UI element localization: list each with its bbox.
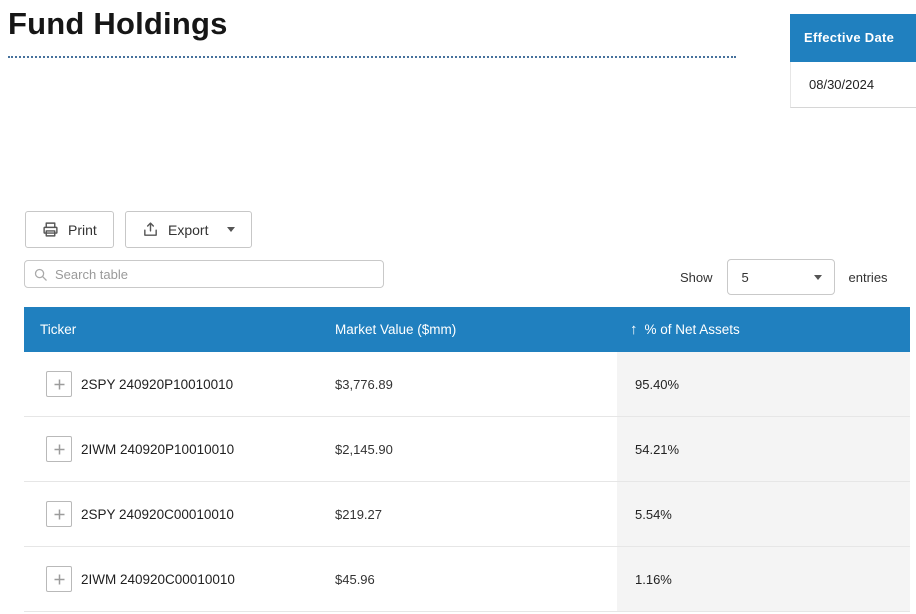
search-icon [33,267,48,282]
show-label: Show [680,269,713,285]
pct-net-assets-cell: 95.40% [617,352,910,416]
expand-row-button[interactable] [46,566,72,592]
effective-date-value: 08/30/2024 [790,62,916,109]
search-input[interactable] [55,266,383,282]
export-icon [142,221,159,238]
market-value-cell: $2,145.90 [335,441,393,457]
column-header-ticker[interactable]: Ticker [40,322,77,337]
table-row: 2IWM 240920C00010010 $45.96 1.16% [24,547,910,612]
title-divider [8,56,736,58]
sort-ascending-icon: ↑ [630,321,638,338]
plus-icon [52,507,67,522]
pct-net-assets-cell: 5.54% [617,482,910,546]
market-value-cell: $3,776.89 [335,376,393,392]
ticker-cell: 2IWM 240920P10010010 [81,441,235,457]
ticker-cell: 2IWM 240920C00010010 [81,571,235,587]
holdings-table: Ticker Market Value ($mm) ↑ % of Net Ass… [24,307,910,612]
print-icon [42,221,59,238]
chevron-down-icon [813,274,822,280]
plus-icon [52,442,67,457]
expand-row-button[interactable] [46,501,72,527]
column-header-market-value[interactable]: Market Value ($mm) [335,322,457,337]
market-value-cell: $219.27 [335,506,382,522]
pct-net-assets-cell: 1.16% [617,547,910,611]
page-title: Fund Holdings [8,6,228,41]
print-button-label: Print [68,221,97,238]
page-size-select[interactable]: 5 [726,259,835,295]
pct-net-assets-cell: 54.21% [617,417,910,481]
ticker-cell: 2SPY 240920C00010010 [81,506,234,522]
page-size-value: 5 [741,269,749,285]
page-length-control: Show 5 entries [680,259,888,295]
table-header-row: Ticker Market Value ($mm) ↑ % of Net Ass… [24,307,910,352]
plus-icon [52,377,67,392]
table-row: 2SPY 240920P10010010 $3,776.89 95.40% [24,352,910,417]
market-value-cell: $45.96 [335,571,375,587]
export-button[interactable]: Export [125,211,253,248]
table-row: 2SPY 240920C00010010 $219.27 5.54% [24,482,910,547]
table-row: 2IWM 240920P10010010 $2,145.90 54.21% [24,417,910,482]
expand-row-button[interactable] [46,436,72,462]
effective-date-panel: Effective Date 08/30/2024 [790,14,916,109]
column-header-pct-net-assets[interactable]: ↑ % of Net Assets [630,321,740,338]
plus-icon [52,572,67,587]
entries-label: entries [848,269,888,285]
print-button[interactable]: Print [25,211,114,248]
expand-row-button[interactable] [46,371,72,397]
search-box [24,260,384,288]
export-button-label: Export [168,221,209,238]
ticker-cell: 2SPY 240920P10010010 [81,376,234,392]
chevron-down-icon [227,227,236,232]
effective-date-header: Effective Date [790,14,916,63]
